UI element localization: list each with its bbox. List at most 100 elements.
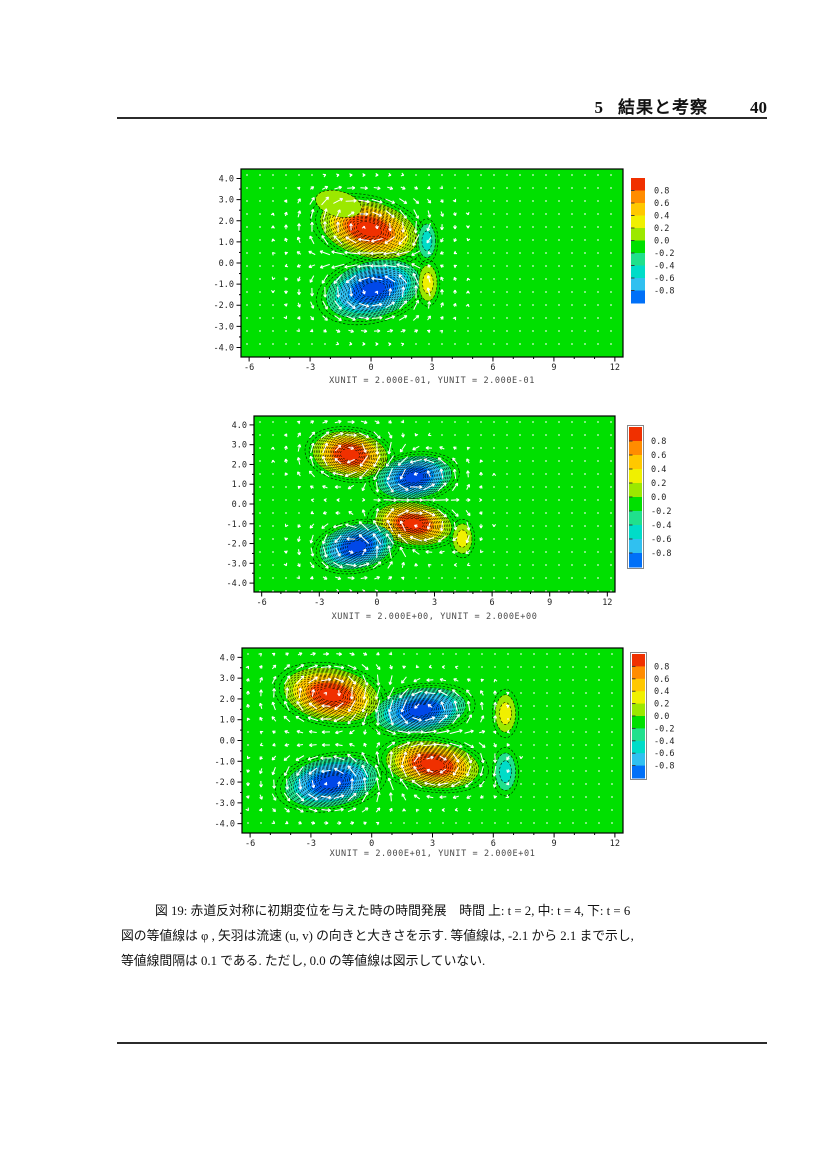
flow-arrow (361, 483, 367, 491)
flow-arrowhead (351, 652, 355, 656)
colorbar-segment (629, 441, 642, 456)
flow-dot (519, 590, 521, 592)
flow-arrow (351, 686, 353, 700)
flow-arrow (361, 791, 369, 803)
flow-arrow (360, 187, 368, 189)
flow-arrowhead (284, 237, 286, 242)
flow-arrow (480, 753, 484, 763)
flow-dot (545, 551, 547, 553)
flow-arrowhead (403, 300, 407, 303)
flow-dot (597, 330, 599, 332)
flow-arrowhead (270, 446, 274, 450)
flow-arrowhead (323, 208, 327, 212)
flow-arrowhead (353, 563, 357, 567)
flow-arrowhead (389, 561, 393, 564)
flow-dot (493, 213, 495, 215)
flow-dot (585, 731, 587, 733)
flow-arrowhead (348, 709, 352, 713)
flow-dot (571, 213, 573, 215)
flow-dot (559, 744, 561, 746)
flow-arrow (272, 701, 276, 711)
flow-dot (532, 486, 534, 488)
flow-arrowhead (424, 692, 428, 695)
flow-arrow (322, 546, 328, 558)
flow-arrowhead (338, 821, 342, 824)
figure-caption-line-1: 図 19: 赤道反対称に初期変位を与えた時の時間発展 時間 上: t = 2, … (155, 904, 631, 918)
flow-dot (598, 731, 600, 733)
flow-arrow (298, 687, 302, 699)
flow-arrowhead (389, 328, 393, 331)
flow-arrow (376, 751, 380, 765)
flow-arrowhead (390, 507, 394, 511)
contour-line (328, 528, 386, 565)
flow-dot (403, 653, 405, 655)
flow-arrowhead (353, 792, 357, 795)
flow-dot (298, 590, 300, 592)
flow-arrowhead (319, 250, 323, 254)
flow-arrow (427, 275, 431, 283)
flow-dot (572, 822, 574, 824)
flow-arrowhead (376, 791, 380, 795)
flow-arrow (332, 432, 344, 438)
flow-arrow (387, 431, 393, 439)
flow-dot (519, 330, 521, 332)
flow-dot (572, 796, 574, 798)
flow-dot (247, 744, 249, 746)
flow-arrowhead (340, 807, 344, 810)
flow-dot (272, 330, 274, 332)
flow-arrowhead (353, 317, 356, 321)
flow-dot (610, 577, 612, 579)
flow-dot (584, 213, 586, 215)
flow-dot (571, 278, 573, 280)
flow-arrowhead (285, 290, 288, 294)
flow-arrow (334, 186, 342, 190)
flow-arrow (467, 470, 469, 478)
flow-arrowhead (362, 497, 366, 501)
flow-arrow (449, 742, 463, 748)
flow-arrow (424, 691, 436, 695)
flow-dot (545, 434, 547, 436)
flow-arrowhead (321, 705, 325, 708)
flow-dot (467, 343, 469, 345)
flow-arrowhead (389, 751, 392, 755)
flow-arrow (397, 730, 411, 734)
flow-dot (584, 187, 586, 189)
flow-arrowhead (354, 666, 357, 670)
flow-arrowhead (349, 743, 352, 747)
flow-arrow (412, 445, 420, 451)
flow-arrowhead (373, 464, 377, 468)
flow-arrowhead (328, 664, 332, 668)
y-tick-label: 3.0 (219, 196, 234, 206)
contour-band (403, 517, 424, 530)
flow-arrowhead (351, 420, 355, 423)
contour-line (385, 692, 456, 728)
plot-background (254, 416, 615, 592)
flow-arrowhead (441, 809, 445, 812)
flow-arrowhead (479, 702, 483, 706)
flow-arrow (423, 483, 435, 491)
flow-arrow (387, 561, 393, 569)
flow-arrowhead (413, 525, 417, 529)
flow-dot (481, 822, 483, 824)
y-tick-label: 3.0 (232, 441, 247, 451)
flow-arrowhead (412, 549, 415, 553)
flow-dot (532, 499, 534, 501)
flow-dot (545, 460, 547, 462)
flow-dot (259, 213, 261, 215)
flow-dot (493, 174, 495, 176)
flow-dot (558, 226, 560, 228)
colorbar-segment (631, 278, 645, 291)
flow-arrow (389, 675, 393, 685)
flow-arrowhead (388, 172, 392, 176)
flow-arrowhead (320, 267, 324, 269)
flow-arrow (466, 714, 472, 724)
flow-dot (390, 822, 392, 824)
flow-dot (428, 590, 430, 592)
flow-arrowhead (296, 773, 300, 776)
flow-arrow (345, 471, 357, 477)
contour-line (401, 516, 426, 531)
y-tick-label: 4.0 (220, 653, 235, 663)
flow-arrow (273, 779, 275, 789)
flow-arrowhead (483, 744, 486, 748)
flow-dot (259, 564, 261, 566)
